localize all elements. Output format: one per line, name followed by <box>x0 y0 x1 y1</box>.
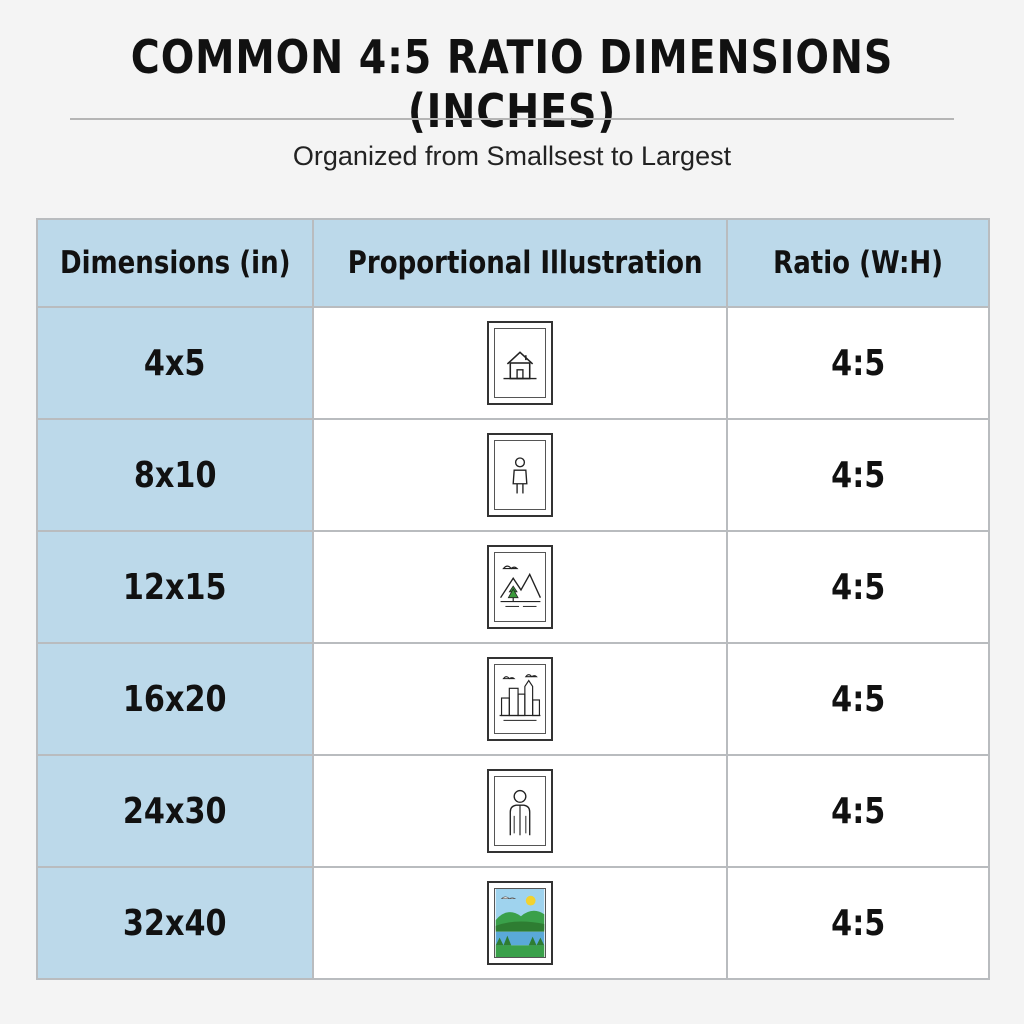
ratio-cell: 4:5 <box>726 866 990 980</box>
page-title: COMMON 4:5 RATIO DIMENSIONS (INCHES) <box>130 30 894 138</box>
table-row: 8x10 4:5 <box>36 418 990 532</box>
ratio-cell: 4:5 <box>726 642 990 756</box>
table-header-row: Dimensions (in) Proportional Illustratio… <box>36 218 990 308</box>
color-landscape-icon <box>487 881 553 965</box>
dimensions-table: Dimensions (in) Proportional Illustratio… <box>36 218 990 980</box>
illustration-cell <box>312 306 728 420</box>
city-skyline-icon <box>487 657 553 741</box>
page-subtitle: Organized from Smallsest to Largest <box>292 141 732 171</box>
header-ratio: Ratio (W:H) <box>726 218 990 308</box>
illustration-cell <box>312 642 728 756</box>
illustration-cell <box>312 754 728 868</box>
portrait-person-icon <box>487 769 553 853</box>
dimensions-cell: 32x40 <box>36 866 314 980</box>
ratio-cell: 4:5 <box>726 754 990 868</box>
house-icon <box>487 321 553 405</box>
header-illustration: Proportional Illustration <box>312 218 728 308</box>
person-icon <box>487 433 553 517</box>
title-divider <box>70 118 954 120</box>
dimensions-cell: 24x30 <box>36 754 314 868</box>
ratio-cell: 4:5 <box>726 530 990 644</box>
table-row: 24x30 4:5 <box>36 754 990 868</box>
ratio-cell: 4:5 <box>726 306 990 420</box>
ratio-cell: 4:5 <box>726 418 990 532</box>
dimensions-cell: 16x20 <box>36 642 314 756</box>
dimensions-cell: 8x10 <box>36 418 314 532</box>
illustration-cell <box>312 866 728 980</box>
illustration-cell <box>312 418 728 532</box>
dimensions-cell: 4x5 <box>36 306 314 420</box>
header-dimensions: Dimensions (in) <box>36 218 314 308</box>
mountain-landscape-icon <box>487 545 553 629</box>
table-row: 12x15 4:5 <box>36 530 990 644</box>
dimensions-cell: 12x15 <box>36 530 314 644</box>
table-row: 32x40 4:5 <box>36 866 990 980</box>
illustration-cell <box>312 530 728 644</box>
table-row: 4x5 4:5 <box>36 306 990 420</box>
table-row: 16x20 4:5 <box>36 642 990 756</box>
